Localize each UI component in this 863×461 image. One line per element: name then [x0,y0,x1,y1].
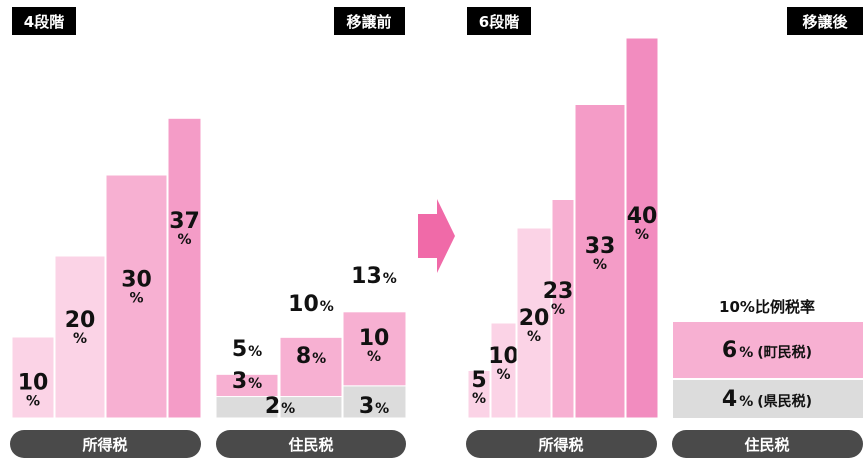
resident-before-pref-label-1: 2% [265,394,295,419]
resident-before-town-bar-1 [215,373,279,398]
income-after-value-5-percent: % [593,257,607,273]
pill-income-tax-before: 所得税 [10,430,201,458]
income-after-value-3-number: 20 [519,306,550,331]
resident-tax-after-chart: 10%比例税率 6% (町民税) 4% (県民税) [673,298,863,418]
tag-before-state-text: 移譲前 [346,13,391,31]
tag-after-steps-text: 6段階 [479,13,519,31]
income-before-bar-2 [54,255,106,419]
tag-before-state: 移譲前 [334,7,405,35]
income-before-value-1-percent: % [26,394,40,410]
flat-rate-label: 10%比例税率 [719,298,815,316]
resident-before-town-label-2: 8% [296,344,326,369]
pill-resident-tax-before: 住民税 [216,430,406,458]
tag-before-steps-text: 4段階 [24,13,64,31]
tag-after-steps: 6段階 [467,7,531,35]
income-after-value-1-percent: % [472,391,486,407]
tag-before-steps: 4段階 [12,7,76,35]
prefecture-tax-bar [673,380,863,418]
resident-before-pref-bar-3 [342,385,407,419]
income-after-value-2-number: 10 [488,344,519,369]
income-before-value-3-number: 30 [121,268,152,293]
income-before-value-4-number: 37 [169,209,200,234]
income-after-value-2: 10% [488,344,519,383]
income-before-value-1: 10% [18,371,49,410]
income-after-bar-3 [516,227,552,419]
income-after-value-3-percent: % [527,329,541,345]
income-after-value-4-number: 23 [543,279,574,304]
income-after-value-6-number: 40 [627,204,658,229]
income-after-value-2-percent: % [496,367,510,383]
income-tax-after-chart: 5%10%20%23%33%40% [467,37,659,419]
income-after-bar-5 [574,104,626,419]
income-after-value-4: 23% [543,279,574,318]
town-tax-label: 6% (町民税) [722,338,812,363]
resident-before-town-label-1: 3% [232,369,262,394]
resident-before-pref-label-3: 3% [359,394,389,419]
resident-before-total-1: 5% [232,337,262,362]
income-after-bar-4 [551,199,575,419]
income-after-value-6: 40% [627,204,658,243]
pill-income-tax-before-text: 所得税 [82,436,127,454]
income-after-value-1-number: 5 [471,368,486,393]
income-before-bar-1 [11,336,55,419]
income-after-value-1: 5% [471,368,486,407]
income-after-bar-1 [467,370,491,419]
resident-before-total-2: 10% [288,292,334,317]
income-before-value-3: 30% [121,268,152,307]
resident-before-town-label-3-percent: % [367,349,381,365]
income-after-bar-2 [490,322,517,419]
income-after-value-6-percent: % [635,227,649,243]
pill-resident-tax-after-text: 住民税 [744,436,789,454]
income-tax-before-chart: 10%20%30%37% [11,117,202,419]
income-after-bar-6 [625,37,659,419]
income-after-value-4-percent: % [551,302,565,318]
income-after-value-5-number: 33 [585,234,616,259]
transfer-arrow-icon [418,199,455,273]
resident-before-town-label-3: 10% [359,326,390,365]
income-before-value-2-percent: % [73,331,87,347]
income-after-value-3: 20% [519,306,550,345]
pill-resident-tax-before-text: 住民税 [288,436,333,454]
income-before-value-2-number: 20 [65,308,96,333]
income-before-value-4: 37% [169,209,200,248]
income-before-value-4-percent: % [177,232,191,248]
resident-before-town-bar-3 [342,311,407,387]
pill-income-tax-after-text: 所得税 [538,436,583,454]
income-before-value-3-percent: % [129,291,143,307]
resident-before-total-3: 13% [351,264,397,289]
prefecture-tax-label: 4% (県民税) [722,387,812,412]
pill-resident-tax-after: 住民税 [672,430,863,458]
income-after-value-5: 33% [585,234,616,273]
income-before-value-2: 20% [65,308,96,347]
income-before-bar-4 [167,117,202,419]
income-before-bar-3 [105,174,168,419]
resident-before-town-bar-2 [279,336,343,398]
income-before-value-1-number: 10 [18,371,49,396]
resident-tax-before-chart: 2% 3%3%8%10%5%10%13% [215,264,407,419]
pill-income-tax-after: 所得税 [466,430,657,458]
resident-before-town-label-3-number: 10 [359,326,390,351]
tag-after-state-text: 移譲後 [802,13,848,31]
town-tax-bar [673,322,863,378]
tag-after-state: 移譲後 [787,7,863,35]
